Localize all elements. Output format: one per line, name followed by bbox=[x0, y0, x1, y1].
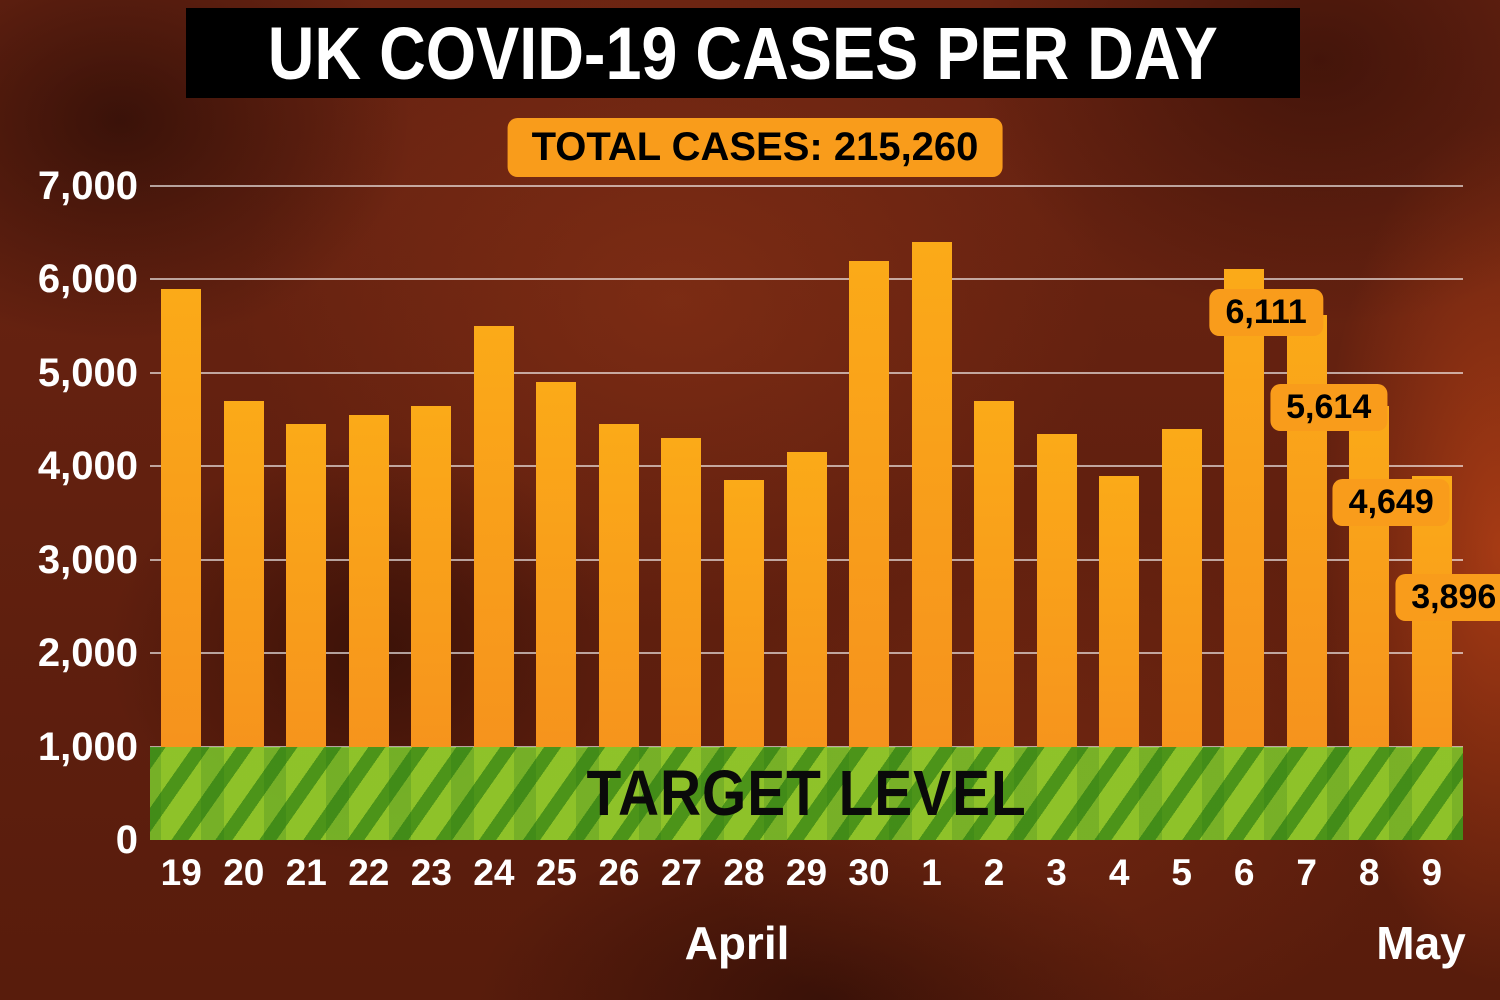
bar-30 bbox=[849, 260, 890, 840]
gridline bbox=[150, 278, 1463, 281]
x-tick-label: 3 bbox=[1046, 852, 1067, 893]
total-cases-badge: TOTAL CASES: 215,260 bbox=[507, 118, 1003, 177]
target-level-band: TARGET LEVEL bbox=[150, 747, 1463, 840]
y-tick-label: 0 bbox=[115, 818, 138, 862]
y-tick-label: 2,000 bbox=[37, 631, 138, 676]
x-tick-label: 25 bbox=[535, 852, 577, 893]
x-tick-label: 28 bbox=[723, 852, 765, 893]
x-tick-label: 6 bbox=[1233, 852, 1255, 893]
value-badge-6: 6,111 bbox=[1209, 289, 1323, 337]
bar-1 bbox=[911, 242, 952, 840]
x-tick-label: 4 bbox=[1108, 852, 1130, 893]
x-tick-label: 19 bbox=[160, 852, 202, 893]
x-tick-label: 5 bbox=[1171, 852, 1192, 893]
x-tick-label: 30 bbox=[848, 852, 890, 893]
value-badge-7: 5,614 bbox=[1270, 384, 1388, 432]
x-tick-label: 7 bbox=[1296, 852, 1317, 893]
value-badge-9: 3,896 bbox=[1395, 574, 1500, 622]
gridline bbox=[150, 371, 1463, 374]
title-banner: UK COVID-19 CASES PER DAY bbox=[186, 8, 1300, 98]
month-label-may: May bbox=[1376, 917, 1466, 969]
x-tick-label: 2 bbox=[983, 852, 1005, 893]
x-tick-label: 23 bbox=[410, 852, 452, 893]
target-level-label: TARGET LEVEL bbox=[586, 757, 1027, 830]
x-tick-label: 1 bbox=[921, 852, 942, 893]
y-tick-label: 6,000 bbox=[37, 257, 138, 302]
y-tick-label: 5,000 bbox=[37, 350, 138, 395]
y-tick-label: 4,000 bbox=[37, 444, 138, 489]
x-tick-label: 8 bbox=[1358, 852, 1380, 893]
x-tick-label: 29 bbox=[785, 852, 828, 893]
chart-title: UK COVID-19 CASES PER DAY bbox=[267, 11, 1219, 95]
x-tick-label: 20 bbox=[223, 852, 265, 893]
y-tick-label: 7,000 bbox=[37, 164, 138, 208]
gridline bbox=[150, 185, 1463, 187]
value-badge-8: 4,649 bbox=[1332, 479, 1450, 527]
x-tick-label: 9 bbox=[1421, 852, 1443, 893]
bar-6 bbox=[1224, 269, 1265, 840]
y-tick-label: 1,000 bbox=[37, 724, 138, 769]
y-tick-label: 3,000 bbox=[37, 537, 138, 582]
month-label-april: April bbox=[684, 917, 790, 969]
x-tick-label: 24 bbox=[473, 852, 515, 893]
x-tick-label: 22 bbox=[348, 852, 390, 893]
x-tick-label: 26 bbox=[598, 852, 640, 893]
x-tick-label: 27 bbox=[660, 852, 703, 893]
x-tick-label: 21 bbox=[285, 852, 327, 893]
